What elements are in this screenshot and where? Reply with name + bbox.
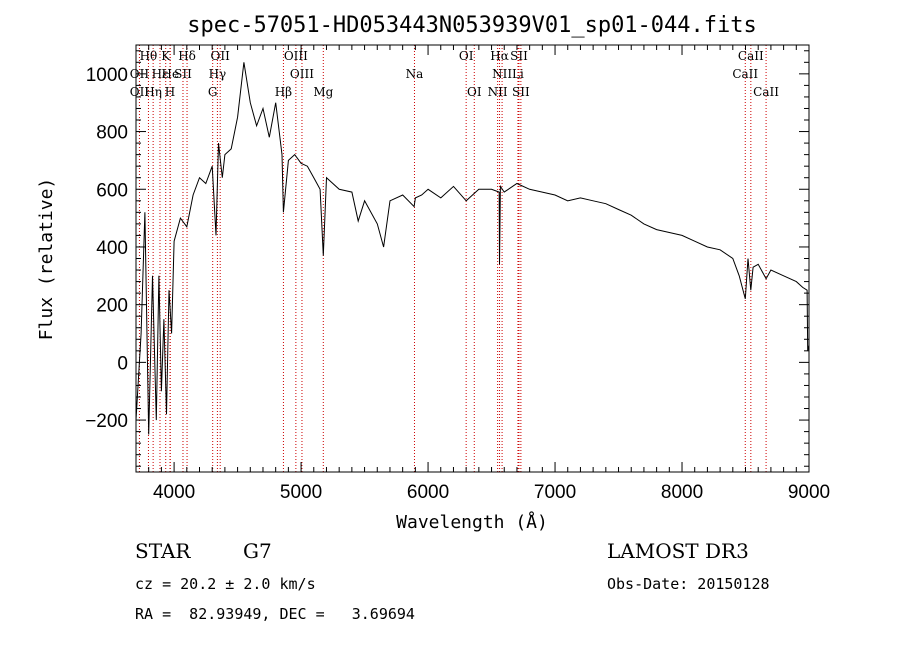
x-tick-label: 8000 [661,482,703,503]
spectral-line-label: Hδ [178,49,196,63]
spectrum-series-line [135,62,810,435]
spectral-line-label: Hγ [209,67,227,81]
object-subclass: G7 [243,539,272,563]
y-tick-label: 0 [117,353,128,374]
spectral-line-label: OIII [290,67,314,81]
chart-title: spec-57051-HD053443N053939V01_sp01-044.f… [187,13,757,38]
redshift-cz: cz = 20.2 ± 2.0 km/s [135,575,316,593]
y-tick-label: 1000 [86,65,128,86]
spectral-line-label: CaII [738,49,764,63]
spectral-line-label: OII [130,85,150,99]
spectral-line-label: Mg [313,85,333,99]
x-axis-label: Wavelength (Å) [396,511,548,533]
spectral-line-label: K [161,49,171,63]
spectral-line-label: SII [510,49,528,63]
spectral-line-label: Hε [152,67,169,81]
x-tick-label: 6000 [407,482,449,503]
spectral-line-label: SII [174,67,192,81]
spectral-line-label: NII [488,85,508,99]
x-tick-label: 7000 [534,482,576,503]
spectral-line-label: Li [512,67,524,81]
y-axis-ticks: −200 0 200 400 600 800 1000 [85,50,809,467]
x-tick-label: 4000 [153,482,195,503]
survey-name: LAMOST DR3 [607,539,749,563]
object-class: STAR [135,539,191,563]
spectral-line-label: SII [512,85,530,99]
x-axis-ticks: 4000 5000 6000 7000 8000 9000 [135,45,830,503]
y-tick-label: 600 [96,180,128,201]
spectral-line-label: OI [459,49,474,63]
spectral-line-label: G [208,85,218,99]
spectral-line-label: He [161,67,179,81]
ra-dec-coordinates: RA = 82.93949, DEC = 3.69694 [135,605,415,623]
x-tick-label: 9000 [788,482,830,503]
spectral-line-label: OI [467,85,482,99]
spectral-line-label: CaII [732,67,758,81]
spectral-line-label: H [165,85,175,99]
spectral-line-label: OII [211,49,231,63]
y-tick-label: 200 [96,296,128,317]
y-tick-label: 800 [96,123,128,144]
spectral-line-label: NII [492,67,512,81]
observation-date: Obs-Date: 20150128 [607,575,770,593]
spectral-line-label: OIII [284,49,308,63]
y-tick-label: −200 [85,411,128,432]
plot-frame [135,44,810,473]
spectral-line-label: CaII [753,85,779,99]
y-tick-label: 400 [96,238,128,259]
spectral-line-label: Na [406,67,424,81]
spectral-line-label: Hη [144,85,162,99]
spectral-line-markers [138,45,767,472]
spectral-line-label: Hα [490,49,509,63]
spectral-line-label: Hθ [140,49,158,63]
spectral-line-label: Hβ [275,85,292,99]
y-axis-label: Flux (relative) [36,178,57,341]
x-tick-label: 5000 [280,482,322,503]
